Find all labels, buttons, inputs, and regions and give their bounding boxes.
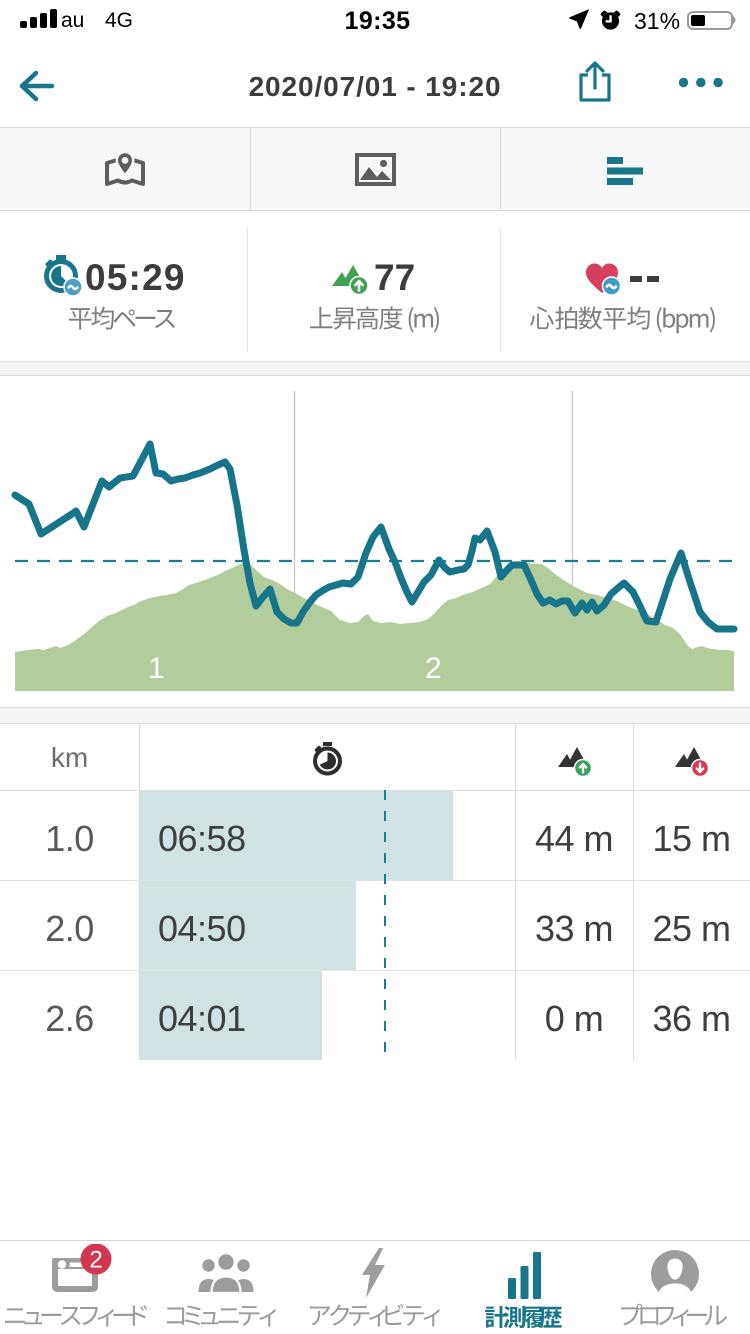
svg-text:2: 2 bbox=[89, 1247, 102, 1274]
svg-text:2: 2 bbox=[425, 652, 442, 685]
svg-text:1: 1 bbox=[148, 652, 165, 685]
